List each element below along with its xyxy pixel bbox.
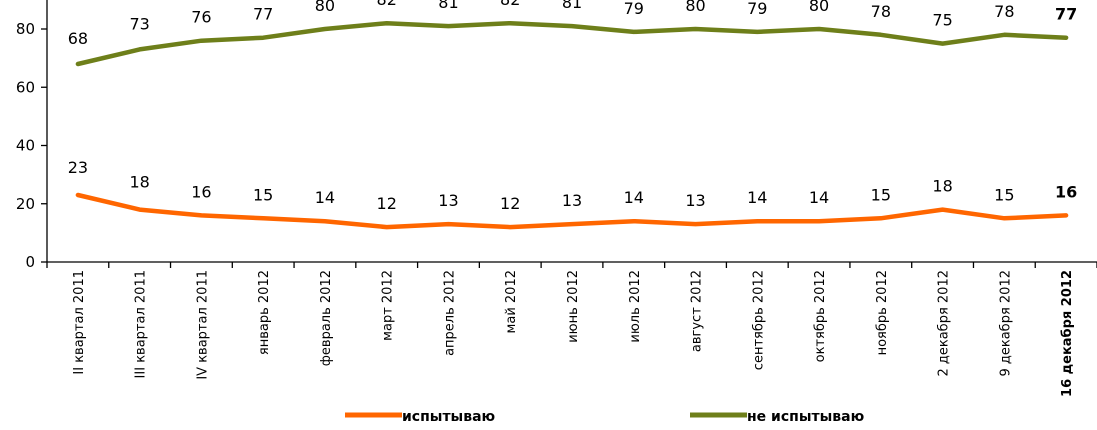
legend-label-ne-ispytyvayu: не испытываю xyxy=(747,409,864,425)
y-tick-label: 60 xyxy=(16,78,35,96)
x-tick-label: июнь 2012 xyxy=(566,270,581,343)
x-tick-label: январь 2012 xyxy=(257,270,272,355)
series-line-1 xyxy=(75,20,1069,67)
data-label: 78 xyxy=(994,2,1014,21)
data-label: 16 xyxy=(1055,182,1077,201)
data-label: 12 xyxy=(500,194,520,213)
data-label: 68 xyxy=(68,29,88,48)
data-label: 13 xyxy=(685,191,705,210)
x-tick-label: II квартал 2011 xyxy=(72,270,87,375)
data-label: 13 xyxy=(562,191,582,210)
data-label: 82 xyxy=(500,0,520,9)
y-tick-label: 0 xyxy=(25,253,35,271)
data-label: 77 xyxy=(1055,5,1077,24)
data-label: 82 xyxy=(377,0,397,9)
y-tick-label: 80 xyxy=(16,20,35,38)
x-tick-label: 2 декабря 2012 xyxy=(937,270,952,377)
x-tick-label: ноябрь 2012 xyxy=(875,270,890,355)
data-label: 14 xyxy=(315,188,335,207)
data-label: 81 xyxy=(438,0,458,12)
series-lines xyxy=(75,20,1069,230)
data-label: 75 xyxy=(932,11,952,30)
data-label: 18 xyxy=(129,173,149,192)
data-label: 15 xyxy=(994,185,1014,204)
x-tick-label: 16 декабря 2012 xyxy=(1060,270,1075,397)
x-tick-label: III квартал 2011 xyxy=(134,270,149,378)
data-label: 14 xyxy=(624,188,644,207)
data-label: 78 xyxy=(871,2,891,21)
data-label: 15 xyxy=(871,185,891,204)
x-tick-label: май 2012 xyxy=(504,270,519,333)
y-tick-label: 40 xyxy=(16,137,35,155)
data-label: 79 xyxy=(624,0,644,18)
data-label: 80 xyxy=(315,0,335,15)
data-label: 16 xyxy=(191,182,211,201)
data-label: 12 xyxy=(377,194,397,213)
data-label: 18 xyxy=(932,177,952,196)
axes: 0 20 40 60 80 xyxy=(16,0,1097,271)
data-label: 77 xyxy=(253,5,273,24)
x-tick-label: октябрь 2012 xyxy=(813,270,828,362)
data-label: 13 xyxy=(438,191,458,210)
data-label: 80 xyxy=(809,0,829,15)
data-label: 15 xyxy=(253,185,273,204)
data-label: 14 xyxy=(747,188,767,207)
x-tick-label: февраль 2012 xyxy=(319,270,334,366)
series-line-0 xyxy=(75,192,1069,230)
y-tick-label: 20 xyxy=(16,195,35,213)
x-tick-label: март 2012 xyxy=(381,270,396,341)
x-tick-label: июль 2012 xyxy=(628,270,643,343)
x-tick-label: 9 декабря 2012 xyxy=(998,270,1013,377)
x-tick-label: апрель 2012 xyxy=(442,270,457,356)
data-label: 73 xyxy=(129,14,149,33)
x-tick-label: сентябрь 2012 xyxy=(751,270,766,370)
data-label: 80 xyxy=(685,0,705,15)
data-label: 23 xyxy=(68,158,88,177)
x-tick-label: август 2012 xyxy=(690,270,705,352)
x-tick-labels: II квартал 2011 III квартал 2011 IV кварта… xyxy=(72,270,1075,397)
legend: испытываю не испытываю xyxy=(345,409,864,425)
legend-label-ispytyvayu: испытываю xyxy=(402,409,495,425)
data-label: 14 xyxy=(809,188,829,207)
data-label: 79 xyxy=(747,0,767,18)
x-tick-label: IV квартал 2011 xyxy=(195,270,210,380)
data-label: 81 xyxy=(562,0,582,12)
data-label: 76 xyxy=(191,8,211,27)
data-labels: 23 18 16 15 14 12 13 12 13 14 13 14 14 15 18 15 16 68 73 76… xyxy=(68,0,1078,213)
